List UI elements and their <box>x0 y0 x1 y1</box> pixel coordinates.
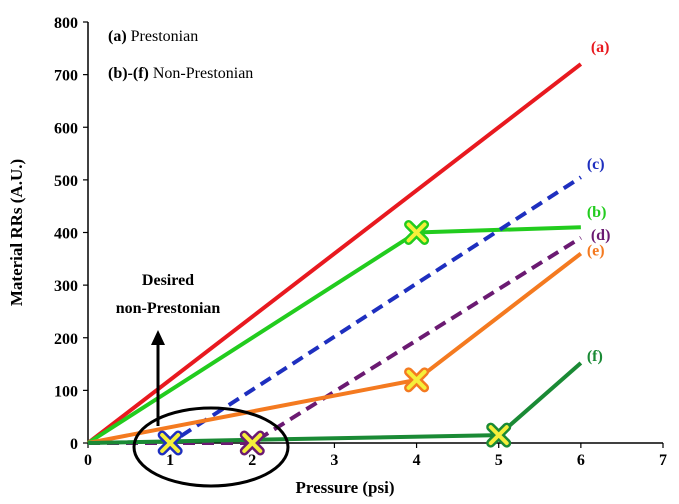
series-label-2: (c) <box>587 156 605 173</box>
x-tick-label: 1 <box>166 452 174 469</box>
data-marker <box>406 222 427 243</box>
data-marker <box>160 433 181 453</box>
series-label-5: (f) <box>587 348 603 365</box>
annotation-layer <box>132 330 290 488</box>
legend-entry-prestonian-text: Prestonian <box>127 28 199 45</box>
y-tick-label: 400 <box>54 226 78 243</box>
label-layer: (a) (b) (c) (d)(e) (f) <box>587 39 611 365</box>
x-tick-label: 6 <box>577 452 585 469</box>
x-tick-label: 3 <box>330 452 338 469</box>
y-tick-label: 800 <box>54 15 78 32</box>
annotation-arrow-head <box>151 330 165 345</box>
y-tick-label: 200 <box>54 331 78 348</box>
x-tick-label: 4 <box>413 452 421 469</box>
annotation-desired: Desired <box>142 272 194 289</box>
series-label-1: (b) <box>587 204 607 221</box>
axes: 0 1 2 3 4 5 6 7 0 100 200 300 400 500 600 700 800 <box>54 15 667 469</box>
legend-entry-non-prestonian-key: (b)-(f) <box>108 65 149 82</box>
legend-entry-non-prestonian-text: Non-Prestonian <box>149 65 253 82</box>
x-tick-label: 2 <box>248 452 256 469</box>
x-tick-label: 7 <box>659 452 667 469</box>
series-label-0: (a) <box>591 39 610 56</box>
y-axis-title: Material RRs (A.U.) <box>7 159 26 306</box>
series-line-1 <box>86 225 581 445</box>
y-tick-label: 100 <box>54 383 78 400</box>
series-label-3: (d) <box>591 227 611 244</box>
series-line-0 <box>86 62 583 445</box>
data-marker <box>242 433 263 453</box>
data-marker <box>406 369 427 390</box>
y-tick-label: 300 <box>54 278 78 295</box>
legend-entry-non-prestonian: (b)-(f) Non-Prestonian <box>108 65 253 82</box>
x-axis-title: Pressure (psi) <box>295 478 394 497</box>
y-tick-label: 600 <box>54 120 78 137</box>
legend-entry-prestonian: (a) Prestonian <box>108 28 198 45</box>
annotation-non-prestonian: non-Prestonian <box>116 300 221 317</box>
series-label-4: (e) <box>587 243 605 260</box>
data-marker <box>488 425 509 446</box>
x-tick-label: 5 <box>495 452 503 469</box>
y-tick-label: 0 <box>70 436 78 453</box>
y-tick-label: 500 <box>54 173 78 190</box>
series-layer <box>86 62 583 445</box>
y-tick-label: 700 <box>54 68 78 85</box>
marker-layer <box>157 220 512 456</box>
series-line-3 <box>88 236 582 445</box>
highlight-ellipse <box>132 406 290 488</box>
legend-entry-prestonian-key: (a) <box>108 28 127 45</box>
x-tick-label: 0 <box>84 452 92 469</box>
